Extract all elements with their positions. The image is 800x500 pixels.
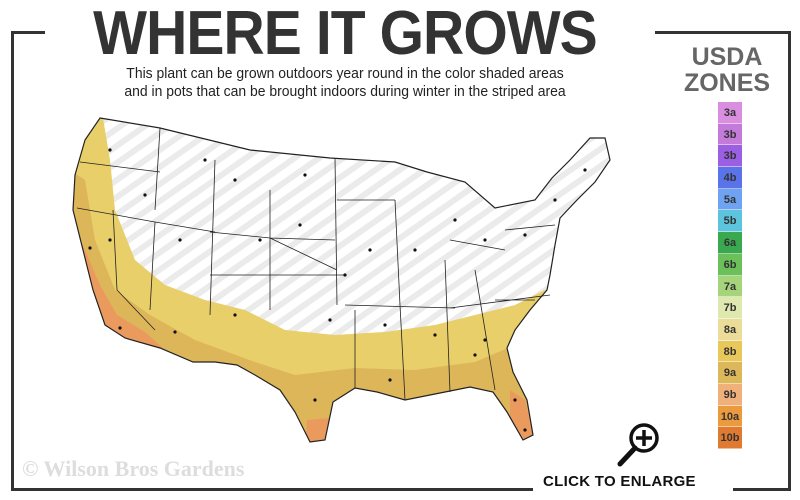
legend-zone-swatch: 3b — [718, 123, 742, 146]
us-hardiness-map[interactable] — [55, 100, 615, 450]
frame-bottom-left — [11, 488, 533, 491]
legend-zone-swatch: 6a — [718, 232, 742, 254]
legend-title: USDA ZONES — [672, 44, 782, 96]
legend-zone-swatch: 9a — [718, 362, 742, 384]
click-to-enlarge-link[interactable]: CLICK TO ENLARGE — [543, 473, 696, 490]
subtitle-line-2: and in pots that can be brought indoors … — [124, 83, 566, 100]
legend-zone-swatch: 7a — [718, 275, 742, 298]
legend-zone-swatch: 9b — [718, 383, 742, 406]
frame-top-left — [11, 31, 45, 34]
page-title: WHERE IT GROWS — [93, 0, 598, 68]
legend-zone-swatch: 8b — [718, 340, 742, 363]
legend-zone-swatch: 7b — [718, 297, 742, 319]
legend-zone-swatch: 6b — [718, 253, 742, 276]
frame-right — [788, 31, 791, 491]
legend-title-line2: ZONES — [683, 69, 771, 97]
legend-title-line1: USDA — [691, 43, 763, 71]
magnifier-plus-icon[interactable] — [608, 420, 668, 470]
subtitle-line-1: This plant can be grown outdoors year ro… — [126, 65, 564, 82]
legend-zone-swatch: 5a — [718, 188, 742, 211]
usda-zone-legend: 3a 3b 3b 4b 5a 5b 6a 6b 7a 7b 8a 8b 9a 9b 10a 10b — [718, 102, 742, 449]
legend-zone-swatch: 3b — [718, 145, 742, 168]
copyright-watermark: © Wilson Bros Gardens — [22, 456, 245, 481]
legend-zone-swatch: 8a — [718, 318, 742, 341]
frame-top-right — [655, 31, 790, 34]
city-dots — [88, 148, 587, 432]
legend-zone-swatch: 3a — [718, 102, 742, 124]
zone-10-region-texas — [305, 418, 330, 442]
frame-left — [11, 31, 14, 491]
state-borders — [72, 117, 611, 443]
legend-zone-swatch: 10a — [718, 405, 742, 428]
legend-zone-swatch: 10b — [718, 427, 742, 449]
legend-zone-swatch: 5b — [718, 210, 742, 233]
legend-zone-swatch: 4b — [718, 167, 742, 189]
frame-bottom-right — [733, 488, 791, 491]
